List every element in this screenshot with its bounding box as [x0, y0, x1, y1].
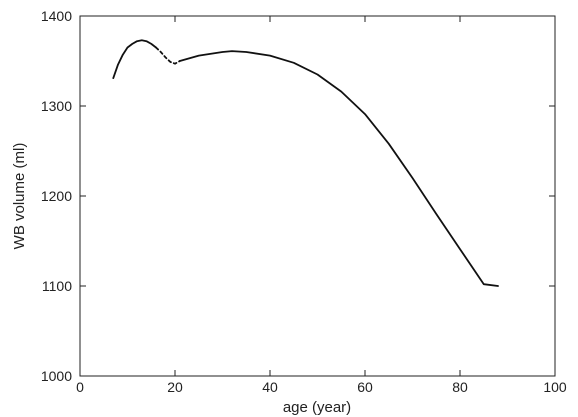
series-line-2: [155, 46, 181, 65]
x-axis-label: age (year): [283, 399, 351, 416]
plot-frame: [79, 15, 556, 377]
y-axis-label: WB volume (ml): [11, 143, 28, 250]
y-tick-label: 1300: [41, 98, 72, 114]
y-tick-label: 1200: [41, 188, 72, 204]
x-tick-label: 60: [357, 379, 373, 395]
data-lines: [112, 39, 499, 287]
x-tick-label: 0: [76, 379, 84, 395]
series-line-3: [178, 50, 499, 287]
y-tick-label: 1400: [41, 8, 72, 24]
x-tick-label: 40: [262, 379, 278, 395]
y-tick-label: 1100: [42, 278, 72, 294]
x-axis-ticks: 0 20 40 60 80 100: [76, 16, 567, 395]
x-tick-label: 20: [167, 379, 183, 395]
x-tick-label: 80: [452, 379, 468, 395]
x-tick-label: 100: [543, 379, 567, 395]
y-tick-label: 1000: [41, 368, 72, 384]
series-line-1: [112, 39, 157, 79]
y-axis-ticks: 1000 1100 1200 1300 1400: [41, 8, 555, 384]
